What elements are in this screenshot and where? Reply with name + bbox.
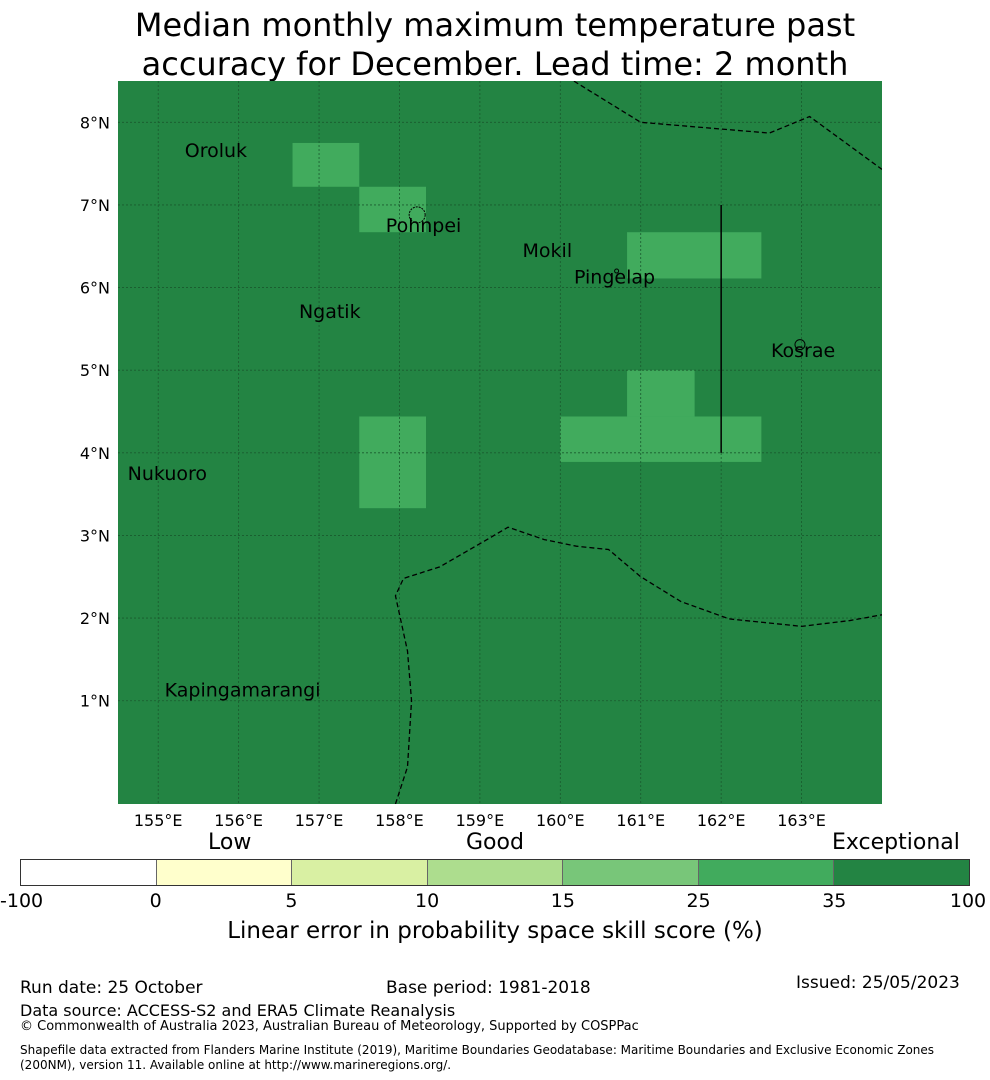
data-source: Data source: ACCESS-S2 and ERA5 Climate … (20, 1001, 456, 1020)
gridlines (118, 81, 882, 804)
colorbar-tick-0: -100 (0, 890, 44, 912)
colorbar-tick-5: 25 (686, 890, 711, 912)
eez-boundary-0 (572, 81, 882, 170)
category-exceptional: Exceptional (832, 830, 960, 855)
lat-tick-label-4: 5°N (80, 361, 110, 380)
colorbar-segment-6 (834, 860, 970, 885)
colorbar-segment-2 (292, 860, 428, 885)
shapefile-credit-1: Shapefile data extracted from Flanders M… (20, 1043, 935, 1057)
colorbar-segment-5 (698, 860, 835, 885)
place-label-4: Ngatik (299, 301, 361, 323)
place-label-1: Pohnpei (386, 215, 462, 237)
latitude-ticks: 1°N 2°N 3°N 4°N 5°N 6°N 7°N 8°N (80, 113, 110, 710)
lat-tick-label-1: 2°N (80, 609, 110, 628)
place-label-3: Pingelap (574, 266, 655, 288)
place-label-7: Kapingamarangi (165, 680, 321, 702)
lon-tick-label-3: 158°E (375, 811, 424, 830)
lat-tick-label-3: 4°N (80, 444, 110, 463)
lon-tick-label-4: 159°E (456, 811, 505, 830)
place-label-0: Oroluk (185, 140, 247, 162)
copyright: © Commonwealth of Australia 2023, Austra… (20, 1019, 639, 1034)
skill-cell-5 (359, 416, 427, 509)
lat-tick-label-6: 7°N (80, 196, 110, 215)
colorbar-segment-3 (427, 860, 564, 885)
title-line-2: accuracy for December. Lead time: 2 mont… (141, 45, 849, 83)
place-label-5: Kosrae (771, 340, 835, 362)
skill-cell-2 (627, 232, 762, 279)
colorbar-tick-2: 5 (285, 890, 298, 912)
island-outlines (408, 206, 806, 351)
island-outline-2 (614, 268, 620, 274)
lat-tick-label-0: 1°N (80, 692, 110, 711)
colorbar-label: Linear error in probability space skill … (227, 918, 763, 944)
run-date: Run date: 25 October (20, 978, 203, 998)
colorbar-segment-1 (156, 860, 293, 885)
colorbar-tick-1: 0 (149, 890, 162, 912)
colorbar-segment-0 (21, 860, 157, 885)
skill-cell-1 (359, 186, 427, 233)
island-outline-0 (408, 206, 426, 224)
shapefile-credit-2: (200NM), version 11. Available online at… (20, 1058, 452, 1072)
longitude-ticks: 155°E 156°E 157°E 158°E 159°E 160°E 161°E 162°E… (134, 811, 826, 830)
skill-cells (292, 142, 762, 509)
skill-cell-3 (627, 370, 695, 417)
island-outline-1 (794, 339, 806, 351)
issued-date: Issued: 25/05/2023 (796, 973, 960, 993)
category-good: Good (466, 830, 524, 855)
colorbar-ticks: -100 0 5 10 15 25 35 100 (0, 890, 990, 914)
skill-cell-4 (560, 416, 762, 462)
place-label-6: Nukuoro (128, 463, 207, 485)
colorbar-segment-4 (563, 860, 699, 885)
lat-tick-label-5: 6°N (80, 279, 110, 298)
lat-tick-label-2: 3°N (80, 526, 110, 545)
colorbar-tick-7: 100 (949, 890, 987, 912)
colorbar (20, 859, 970, 886)
lon-tick-label-5: 160°E (536, 811, 585, 830)
skill-cell-0 (292, 142, 360, 187)
category-low: Low (208, 830, 252, 855)
lon-tick-label-2: 157°E (295, 811, 344, 830)
lon-tick-label-1: 156°E (214, 811, 263, 830)
lon-tick-label-0: 155°E (134, 811, 183, 830)
base-period: Base period: 1981-2018 (386, 978, 591, 998)
colorbar-tick-4: 15 (550, 890, 575, 912)
lon-tick-label-7: 162°E (697, 811, 746, 830)
colorbar-tick-6: 35 (822, 890, 847, 912)
eez-boundary-1 (394, 526, 882, 804)
maritime-boundaries (394, 81, 882, 804)
map-title: Median monthly maximum temperature past … (0, 6, 990, 84)
place-label-2: Mokil (523, 240, 573, 262)
colorbar-tick-3: 10 (415, 890, 440, 912)
lon-tick-label-8: 163°E (777, 811, 826, 830)
lat-tick-label-7: 8°N (80, 113, 110, 132)
lon-tick-label-6: 161°E (616, 811, 665, 830)
title-line-1: Median monthly maximum temperature past (134, 6, 856, 44)
